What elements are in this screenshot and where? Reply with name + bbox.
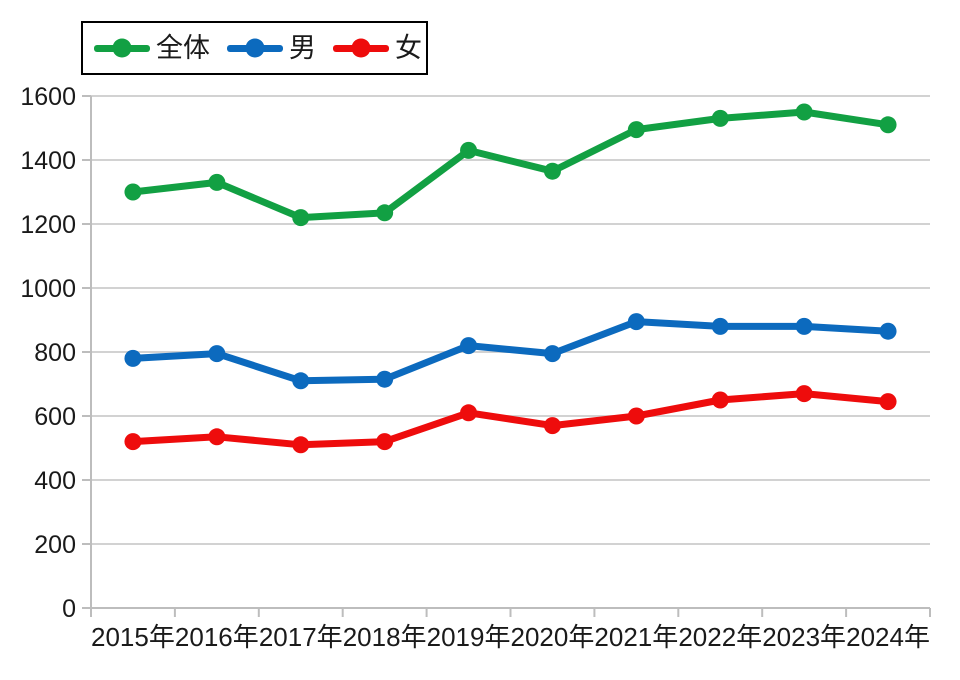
data-point-marker [376, 370, 394, 388]
legend-dot-icon [245, 38, 265, 58]
x-axis-label: 2016年 [175, 622, 259, 652]
y-axis-label: 1400 [20, 147, 76, 175]
y-axis-label: 0 [62, 595, 76, 623]
legend-label-female: 女 [395, 32, 422, 63]
data-point-marker [711, 109, 729, 127]
data-point-marker [879, 322, 897, 340]
y-axis-label: 1000 [20, 275, 76, 303]
data-point-marker [543, 162, 561, 180]
legend-item-female: 女 [333, 32, 422, 63]
data-point-marker [208, 345, 226, 363]
legend-line-marker-female [333, 38, 389, 58]
legend-line-marker-male [227, 38, 283, 58]
data-point-marker [460, 141, 478, 159]
y-axis-label: 400 [34, 467, 76, 495]
data-point-marker [543, 345, 561, 363]
series-line-2 [129, 390, 892, 449]
legend-item-total: 全体 [94, 32, 210, 63]
x-axis-label: 2019年 [427, 622, 511, 652]
legend-item-male: 男 [227, 32, 316, 63]
y-axis-label: 800 [34, 339, 76, 367]
legend-label-total: 全体 [156, 32, 210, 63]
series-line-0 [129, 108, 892, 222]
legend: 全体 男 女 [81, 21, 428, 75]
data-point-marker [795, 385, 813, 403]
series-line-1 [129, 318, 892, 385]
data-point-marker [376, 204, 394, 222]
legend-line-marker-total [94, 38, 150, 58]
x-axis-label: 2023年 [762, 622, 846, 652]
y-axis-label: 1200 [20, 211, 76, 239]
data-point-marker [711, 317, 729, 335]
data-point-marker [208, 428, 226, 446]
data-point-marker [627, 313, 645, 331]
legend-label-male: 男 [289, 32, 316, 63]
data-point-marker [627, 407, 645, 425]
data-point-marker [879, 393, 897, 411]
data-point-marker [879, 116, 897, 134]
x-axis-label: 2024年 [846, 622, 930, 652]
x-axis-label: 2022年 [678, 622, 762, 652]
data-point-marker [208, 173, 226, 191]
legend-dot-icon [351, 38, 371, 58]
data-point-marker [460, 337, 478, 355]
data-point-marker [795, 103, 813, 121]
data-point-marker [627, 121, 645, 139]
x-axis-label: 2018年 [343, 622, 427, 652]
data-point-marker [711, 391, 729, 409]
x-axis-label: 2015年 [91, 622, 175, 652]
y-axis-label: 600 [34, 403, 76, 431]
data-point-marker [543, 417, 561, 435]
data-point-marker [376, 433, 394, 451]
legend-dot-icon [112, 38, 132, 58]
data-point-marker [292, 436, 310, 454]
data-point-marker [124, 349, 142, 367]
data-point-marker [460, 404, 478, 422]
y-axis-label: 200 [34, 531, 76, 559]
data-point-marker [292, 372, 310, 390]
data-point-marker [124, 433, 142, 451]
y-axis-label: 1600 [20, 83, 76, 111]
data-point-marker [124, 183, 142, 201]
x-axis-label: 2021年 [594, 622, 678, 652]
x-axis-label: 2020年 [511, 622, 595, 652]
x-axis-label: 2017年 [259, 622, 343, 652]
data-point-marker [795, 317, 813, 335]
data-point-marker [292, 209, 310, 227]
